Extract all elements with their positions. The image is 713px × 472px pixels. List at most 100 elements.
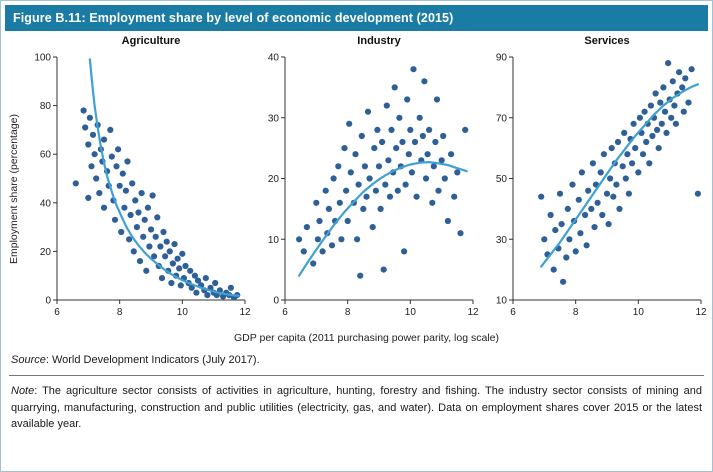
data-point bbox=[166, 248, 173, 255]
data-point bbox=[113, 163, 120, 170]
data-point bbox=[600, 151, 607, 158]
data-point bbox=[625, 190, 632, 197]
data-point bbox=[174, 255, 181, 262]
y-tick-label: 40 bbox=[40, 198, 52, 209]
data-point bbox=[182, 262, 189, 270]
data-point bbox=[407, 126, 414, 133]
data-point bbox=[668, 114, 675, 121]
data-point bbox=[630, 120, 637, 127]
data-point bbox=[680, 108, 687, 115]
data-point bbox=[227, 284, 234, 291]
data-point bbox=[383, 102, 390, 109]
x-tick-label: 10 bbox=[633, 307, 645, 318]
data-point bbox=[158, 275, 166, 282]
data-point bbox=[421, 78, 428, 85]
y-tick-label: 20 bbox=[40, 247, 52, 258]
data-point bbox=[672, 120, 679, 127]
data-point bbox=[129, 180, 136, 187]
y-tick-label: 40 bbox=[268, 53, 280, 64]
data-point bbox=[605, 221, 612, 228]
data-point bbox=[187, 267, 194, 274]
data-point bbox=[411, 138, 419, 146]
data-point bbox=[588, 205, 595, 212]
data-point bbox=[124, 158, 131, 165]
y-tick-label: 0 bbox=[273, 296, 279, 307]
data-point bbox=[422, 175, 430, 182]
y-tick-label: 50 bbox=[496, 174, 508, 185]
data-point bbox=[457, 230, 464, 237]
figure-title: Figure B.11: Employment share by level o… bbox=[13, 11, 454, 25]
data-point bbox=[438, 157, 445, 164]
data-point bbox=[86, 114, 93, 121]
data-point bbox=[119, 170, 126, 177]
x-tick-label: 12 bbox=[239, 307, 251, 318]
x-tick-label: 8 bbox=[345, 307, 351, 318]
data-point bbox=[556, 190, 564, 197]
data-point bbox=[654, 126, 661, 133]
data-point bbox=[426, 126, 433, 133]
data-point bbox=[607, 175, 614, 182]
scatter-plot-industry: 0 10 20 30 40 6 8 10 12 bbox=[268, 53, 479, 319]
data-point bbox=[149, 192, 156, 199]
data-point bbox=[93, 175, 100, 182]
panel-industry: Industry 0 10 20 30 40 6 8 10 12 bbox=[251, 35, 479, 324]
data-point bbox=[451, 193, 458, 200]
y-tick-label: 70 bbox=[496, 113, 508, 124]
data-point bbox=[361, 163, 368, 170]
data-point bbox=[608, 145, 615, 152]
data-point bbox=[647, 102, 654, 109]
data-point bbox=[685, 99, 692, 106]
data-point bbox=[366, 175, 373, 182]
data-point bbox=[649, 132, 656, 140]
data-point bbox=[379, 138, 386, 146]
figure-title-bar: Figure B.11: Employment share by level o… bbox=[5, 5, 708, 31]
data-point bbox=[319, 248, 326, 255]
data-point bbox=[143, 267, 150, 274]
data-point bbox=[111, 216, 119, 223]
data-point bbox=[558, 221, 565, 228]
data-point bbox=[132, 197, 139, 204]
data-point bbox=[80, 107, 87, 114]
data-point bbox=[550, 266, 557, 273]
y-tick-label: 10 bbox=[496, 296, 508, 307]
y-tick-label: 30 bbox=[268, 113, 280, 124]
data-point bbox=[375, 163, 383, 170]
data-point bbox=[671, 102, 678, 109]
x-tick-label: 6 bbox=[54, 307, 60, 318]
scatter-plot-services: 10 30 50 70 90 6 8 10 12 bbox=[496, 53, 707, 319]
note-label: Note bbox=[11, 385, 35, 397]
data-point bbox=[658, 120, 665, 127]
data-point bbox=[613, 181, 620, 188]
data-point bbox=[636, 114, 643, 121]
data-point bbox=[616, 205, 623, 212]
charts-area: Employment share (percentage) Agricultur… bbox=[1, 31, 712, 328]
data-point bbox=[578, 169, 585, 176]
data-point bbox=[341, 145, 348, 152]
data-point bbox=[354, 236, 361, 243]
data-point bbox=[413, 193, 420, 200]
data-point bbox=[382, 181, 389, 188]
data-point bbox=[343, 187, 350, 194]
data-point bbox=[410, 66, 417, 73]
y-axis: 0 20 40 60 80 100 bbox=[34, 53, 58, 307]
data-point bbox=[194, 277, 202, 284]
panel-title-services: Services bbox=[584, 35, 630, 47]
data-point bbox=[72, 180, 79, 187]
fit-line bbox=[298, 161, 468, 277]
panel-title-industry: Industry bbox=[357, 35, 401, 47]
data-point bbox=[355, 181, 362, 188]
data-point bbox=[377, 205, 384, 212]
data-point bbox=[399, 138, 406, 146]
data-point bbox=[100, 136, 108, 143]
data-point bbox=[388, 126, 395, 133]
data-point bbox=[676, 69, 683, 76]
data-point bbox=[639, 151, 647, 158]
data-point bbox=[563, 254, 570, 261]
data-point bbox=[430, 163, 437, 170]
data-point bbox=[462, 126, 469, 133]
data-point bbox=[122, 187, 129, 194]
data-point bbox=[107, 126, 114, 133]
data-point bbox=[635, 169, 642, 176]
data-point bbox=[641, 108, 648, 115]
